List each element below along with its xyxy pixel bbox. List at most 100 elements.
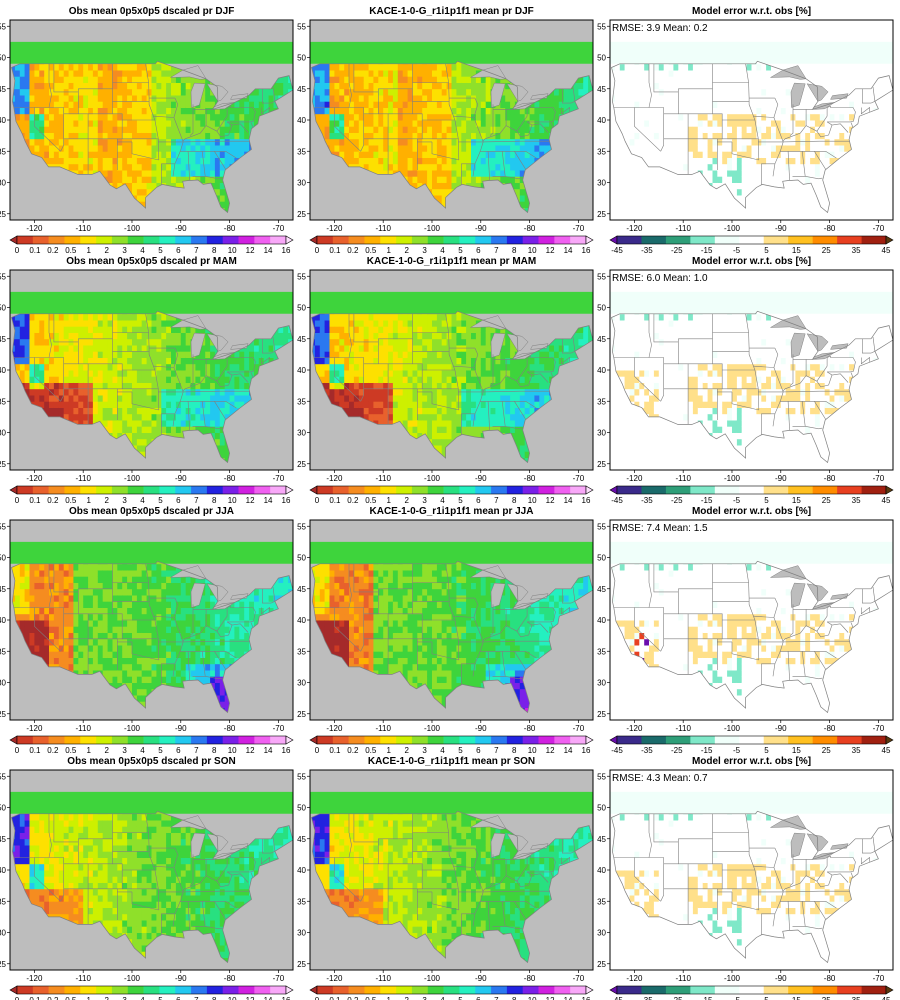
colorbar-label: 6 — [476, 996, 481, 1000]
error-stats: RMSE: 6.0 Mean: 1.0 — [612, 273, 708, 284]
colorbar-segment — [48, 736, 65, 744]
lon-tick-label: -70 — [573, 974, 585, 983]
colorbar-segment — [364, 236, 381, 244]
lon-tick-label: -90 — [475, 724, 487, 733]
lat-tick-label: 55 — [597, 772, 606, 781]
lat-tick-label: 40 — [0, 866, 7, 875]
colorbar-label: -5 — [733, 496, 741, 505]
lat-tick-label: 25 — [297, 460, 306, 469]
colorbar-label: 8 — [212, 496, 217, 505]
great-lake — [190, 332, 206, 358]
colorbar-segment — [396, 736, 413, 744]
colorbar-segment — [17, 736, 34, 744]
lat-tick-label: 55 — [297, 522, 306, 531]
lat-tick-label: 40 — [0, 116, 7, 125]
colorbar-segment — [641, 236, 667, 244]
colorbar-label: 12 — [546, 246, 555, 255]
colorbar-label: -25 — [671, 996, 683, 1000]
colorbar-segment — [506, 486, 524, 494]
lon-tick-label: -80 — [524, 724, 536, 733]
colorbar-segment — [380, 986, 397, 994]
lon-tick-label: -80 — [824, 724, 836, 733]
lon-tick-label: -70 — [573, 724, 585, 733]
lon-tick-label: -100 — [424, 474, 441, 483]
lon-tick-label: -110 — [75, 224, 91, 233]
colorbar-error: -45 -35 -25 -15 -5 5 15 25 35 45 — [609, 235, 894, 255]
colorbar-label: 45 — [882, 746, 891, 755]
panel-title: KACE-1-0-G_r1i1p1f1 mean pr MAM — [367, 256, 536, 267]
colorbar-label: -35 — [641, 496, 653, 505]
colorbar-label: 4 — [140, 996, 145, 1000]
colorbar-label: 0.2 — [347, 496, 359, 505]
colorbar-label: 10 — [228, 746, 237, 755]
colorbar-segment — [222, 236, 239, 244]
colorbar-segment — [788, 986, 813, 994]
colorbar-high-arrow — [885, 235, 894, 245]
colorbar-segment — [788, 486, 813, 494]
colorbar-high-arrow — [585, 485, 594, 495]
colorbar-label: 0 — [15, 246, 20, 255]
lat-tick-label: 25 — [0, 210, 7, 219]
lon-tick-label: -120 — [626, 724, 643, 733]
colorbar-segment — [763, 986, 789, 994]
colorbar-segment — [254, 486, 271, 494]
colorbar-label: 2 — [404, 496, 409, 505]
colorbar-label: 0.5 — [365, 496, 377, 505]
lat-tick-label: 55 — [0, 22, 7, 31]
colorbar-segment — [617, 236, 642, 244]
colorbar-label: 1 — [87, 996, 92, 1000]
colorbar-label: 5 — [764, 996, 769, 1000]
colorbar-label: 5 — [458, 496, 463, 505]
country-outline — [11, 810, 294, 964]
colorbar-label: 10 — [528, 746, 537, 755]
colorbar-segment — [96, 236, 113, 244]
lat-tick-label: 50 — [597, 554, 606, 563]
colorbar-label: 4 — [140, 746, 145, 755]
lat-tick-label: 55 — [597, 22, 606, 31]
colorbar-label: 16 — [582, 246, 591, 255]
colorbar-label: 2 — [104, 746, 109, 755]
colorbar-segment — [64, 236, 81, 244]
colorbar-segment — [238, 486, 255, 494]
country-outline — [611, 810, 894, 964]
colorbar-label: 16 — [282, 496, 291, 505]
colorbar-label: 1 — [387, 746, 392, 755]
lat-tick-label: 40 — [0, 616, 7, 625]
colorbar-label: 2 — [404, 746, 409, 755]
colorbar-label: 15 — [792, 746, 801, 755]
colorbar-segment — [812, 486, 838, 494]
colorbar-high-arrow — [285, 985, 294, 995]
colorbar-segment — [175, 986, 192, 994]
colorbar-segment — [690, 236, 716, 244]
colorbar-high-arrow — [585, 985, 594, 995]
colorbar-label: 5 — [158, 996, 163, 1000]
colorbar-label: 14 — [564, 746, 573, 755]
colorbar-label: 16 — [282, 996, 291, 1000]
country-outline — [11, 310, 294, 464]
great-lake — [190, 82, 206, 108]
colorbar-label: 0.2 — [47, 496, 59, 505]
panel-title: KACE-1-0-G_r1i1p1f1 mean pr DJF — [369, 6, 534, 17]
colorbar-label: 0.5 — [65, 246, 77, 255]
great-lake — [790, 582, 806, 608]
colorbar-label: 4 — [140, 246, 145, 255]
colorbar-label: 4 — [440, 996, 445, 1000]
colorbar-segment — [475, 986, 492, 994]
colorbar-segment — [238, 736, 255, 744]
colorbar-segment — [788, 236, 813, 244]
colorbar-segment — [396, 986, 413, 994]
colorbar-label: 14 — [564, 496, 573, 505]
lat-tick-label: 50 — [297, 54, 306, 63]
panel-title: Obs mean 0p5x0p5 dscaled pr DJF — [69, 6, 235, 17]
colorbar-segment — [837, 736, 862, 744]
colorbar-segment — [159, 486, 176, 494]
colorbar-segment — [522, 486, 539, 494]
colorbar-segment — [159, 986, 176, 994]
colorbar-segment — [459, 736, 476, 744]
colorbar-segment — [812, 986, 838, 994]
colorbar-label: 14 — [264, 746, 273, 755]
colorbar-segment — [143, 236, 160, 244]
great-lake — [490, 582, 506, 608]
great-lake — [190, 582, 206, 608]
